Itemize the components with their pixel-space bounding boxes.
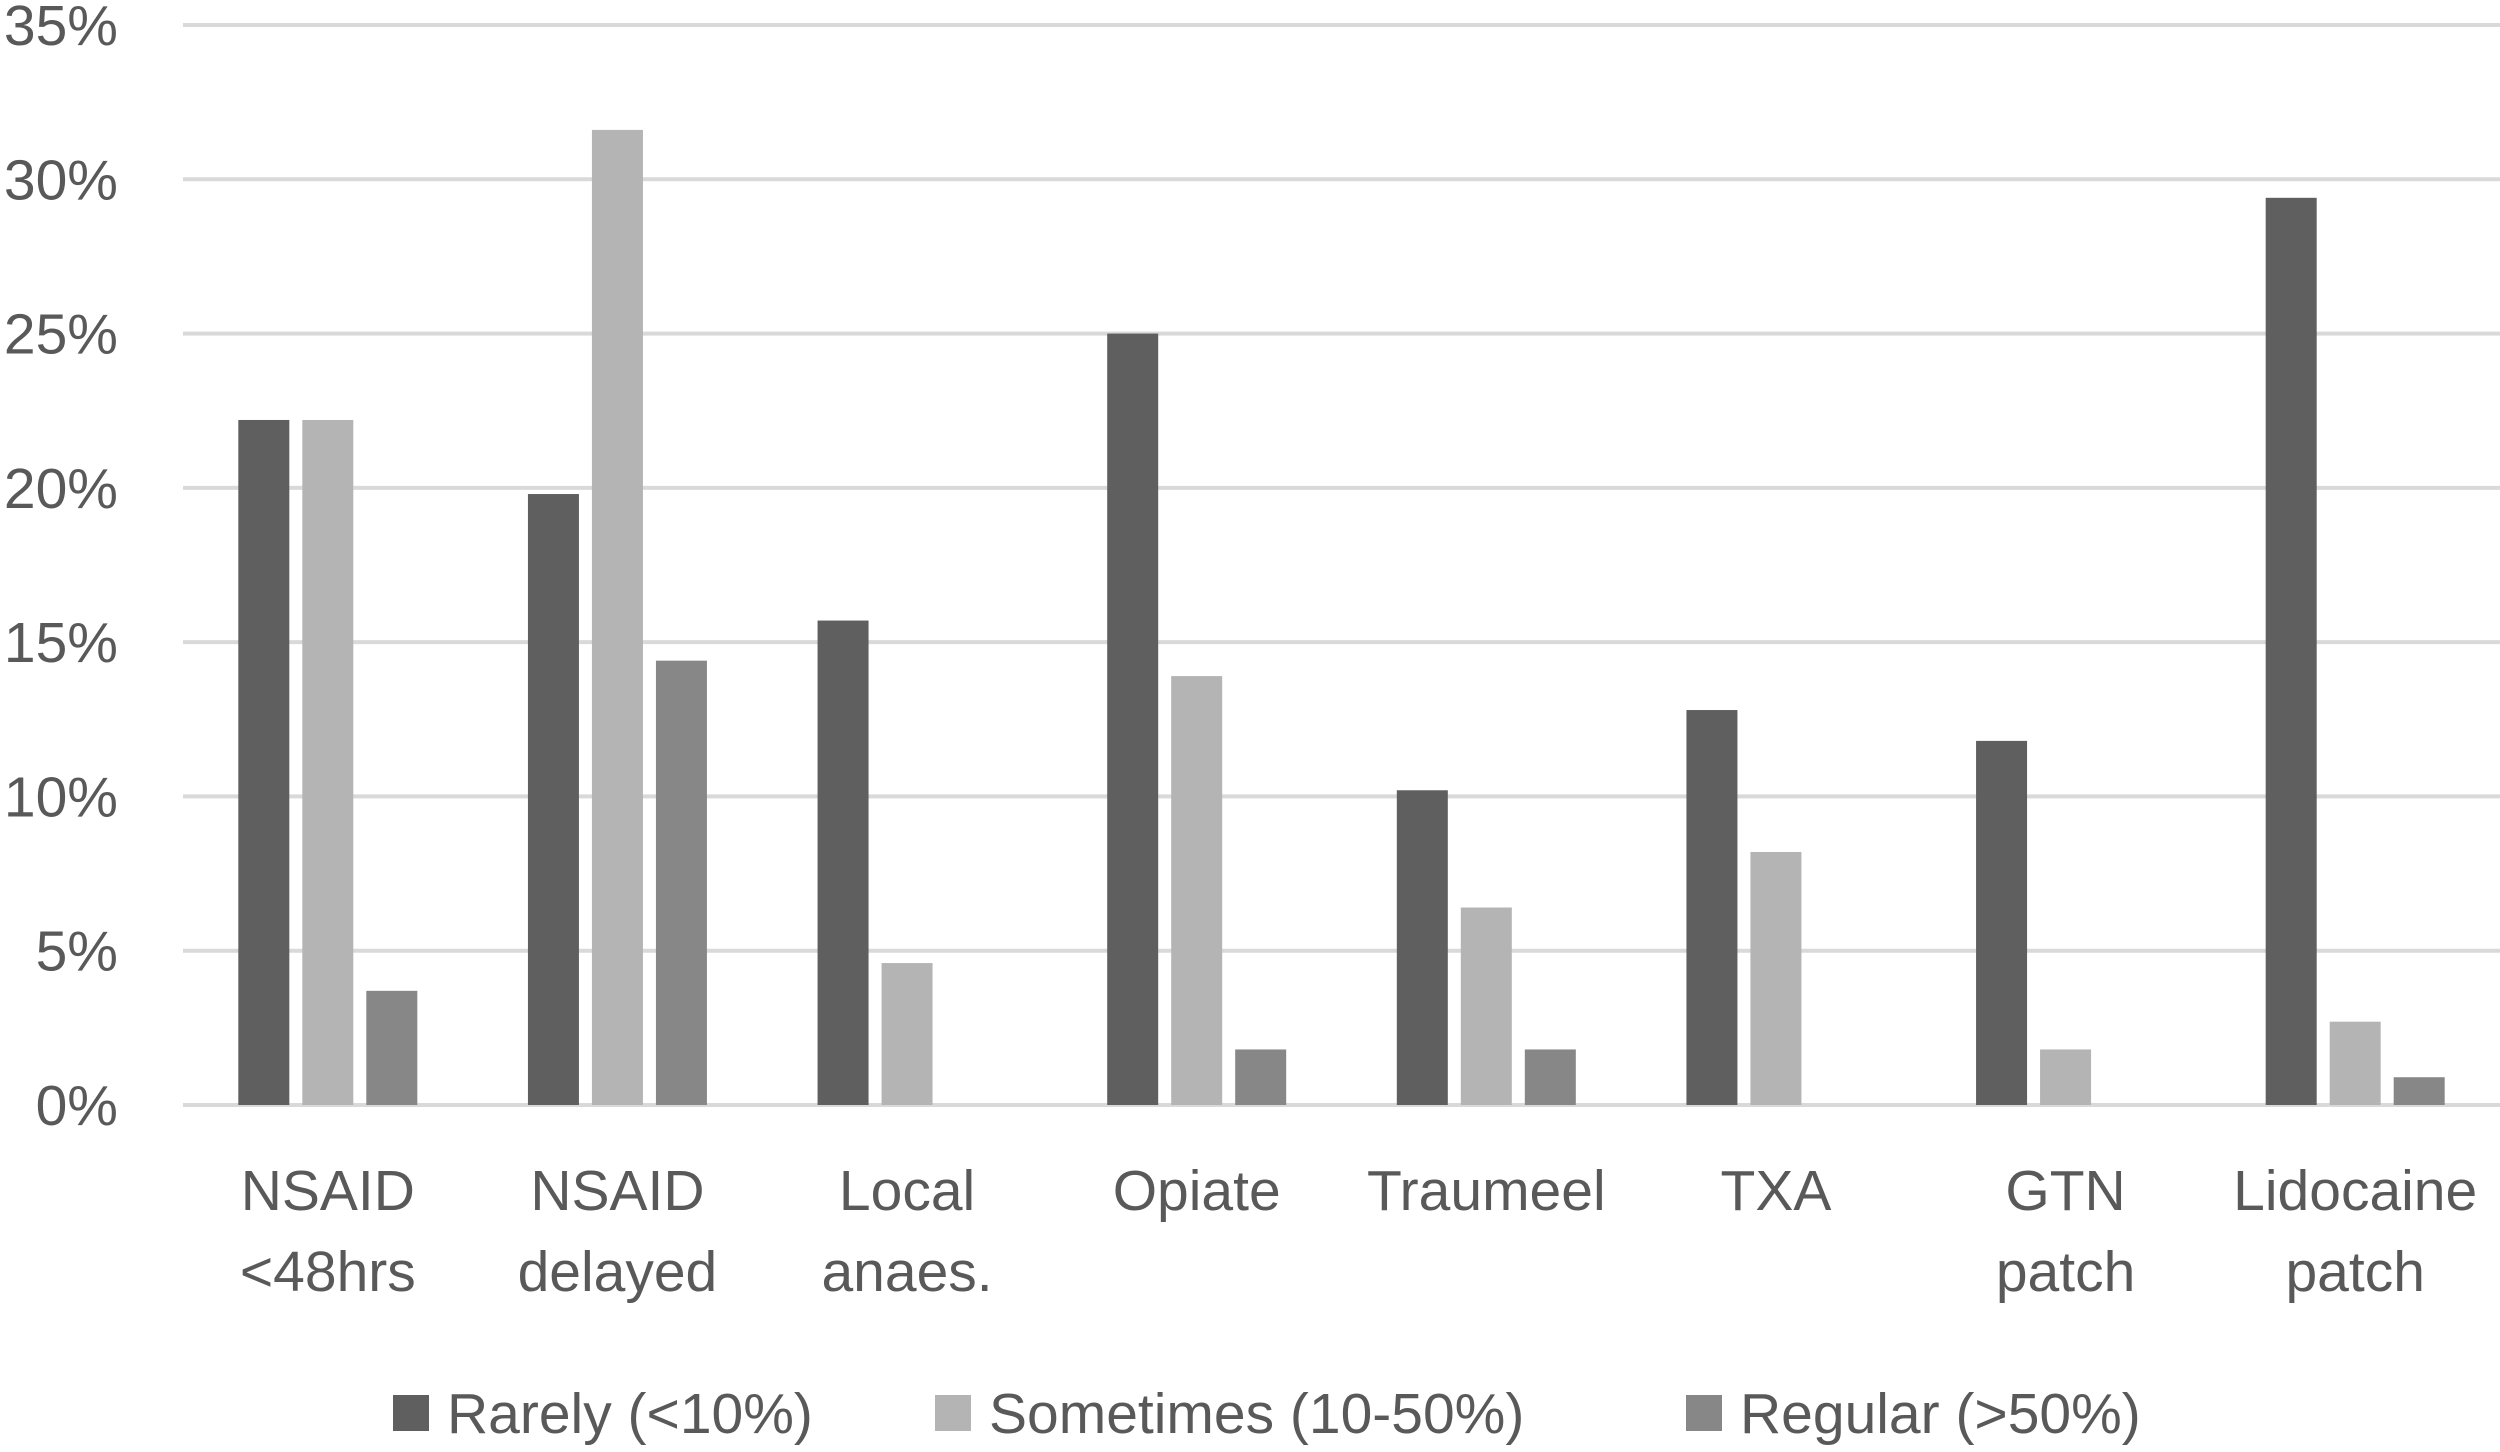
x-tick-label: Opiate xyxy=(1113,1159,1281,1223)
legend-label: Rarely (<10%) xyxy=(447,1382,813,1446)
x-tick-label: Local xyxy=(839,1159,975,1223)
x-tick-label: NSAID xyxy=(530,1159,704,1223)
bar xyxy=(817,620,869,1105)
y-tick-label: 0% xyxy=(36,1074,118,1138)
bar xyxy=(2040,1049,2092,1105)
bar xyxy=(366,990,418,1105)
bar xyxy=(591,129,643,1105)
legend-label: Sometimes (10-50%) xyxy=(989,1382,1524,1446)
legend-swatch xyxy=(1686,1395,1722,1431)
bar xyxy=(2393,1077,2445,1105)
bar xyxy=(1976,740,2028,1105)
x-tick-label: TXA xyxy=(1721,1159,1832,1223)
bar xyxy=(1460,907,1512,1105)
y-tick-label: 10% xyxy=(4,765,118,829)
x-tick-label: GTN xyxy=(2005,1159,2125,1223)
y-axis-ticks: 0% 5% 10% 15% 20% 25% 30% 35% xyxy=(4,0,118,1138)
x-tick-label: Traumeel xyxy=(1367,1159,1606,1223)
bar xyxy=(1107,333,1159,1106)
y-tick-label: 25% xyxy=(4,303,118,367)
bar xyxy=(655,660,707,1105)
bar xyxy=(527,494,579,1105)
bar xyxy=(2329,1021,2381,1105)
bar xyxy=(1686,710,1738,1105)
bar xyxy=(302,419,354,1105)
legend-swatch xyxy=(935,1395,971,1431)
bars xyxy=(238,129,2445,1106)
x-tick-label: patch xyxy=(1996,1240,2135,1304)
bar xyxy=(1235,1049,1287,1105)
y-tick-label: 30% xyxy=(4,148,118,212)
legend-label: Regular (>50%) xyxy=(1740,1382,2141,1446)
bar xyxy=(1524,1049,1576,1105)
y-tick-label: 20% xyxy=(4,457,118,521)
x-tick-label: anaes. xyxy=(821,1240,992,1304)
y-tick-label: 35% xyxy=(4,0,118,58)
y-tick-label: 5% xyxy=(36,920,118,984)
x-axis-labels: NSAID <48hrs NSAID delayed Local anaes. Opiate… xyxy=(240,1159,2477,1304)
x-tick-label: Lidocaine xyxy=(2233,1159,2477,1223)
legend-swatch xyxy=(393,1395,429,1431)
legend: Rarely (<10%) Sometimes (10-50%) Regular (… xyxy=(393,1382,2141,1446)
x-tick-label: <48hrs xyxy=(240,1240,416,1304)
bar xyxy=(2265,197,2317,1106)
y-tick-label: 15% xyxy=(4,611,118,675)
bar xyxy=(238,419,290,1105)
x-tick-label: NSAID xyxy=(241,1159,415,1223)
x-tick-label: patch xyxy=(2285,1240,2424,1304)
bar xyxy=(881,963,933,1105)
bar xyxy=(1750,851,1802,1105)
bar xyxy=(1171,676,1223,1105)
bar xyxy=(1396,790,1448,1105)
x-tick-label: delayed xyxy=(518,1240,718,1304)
